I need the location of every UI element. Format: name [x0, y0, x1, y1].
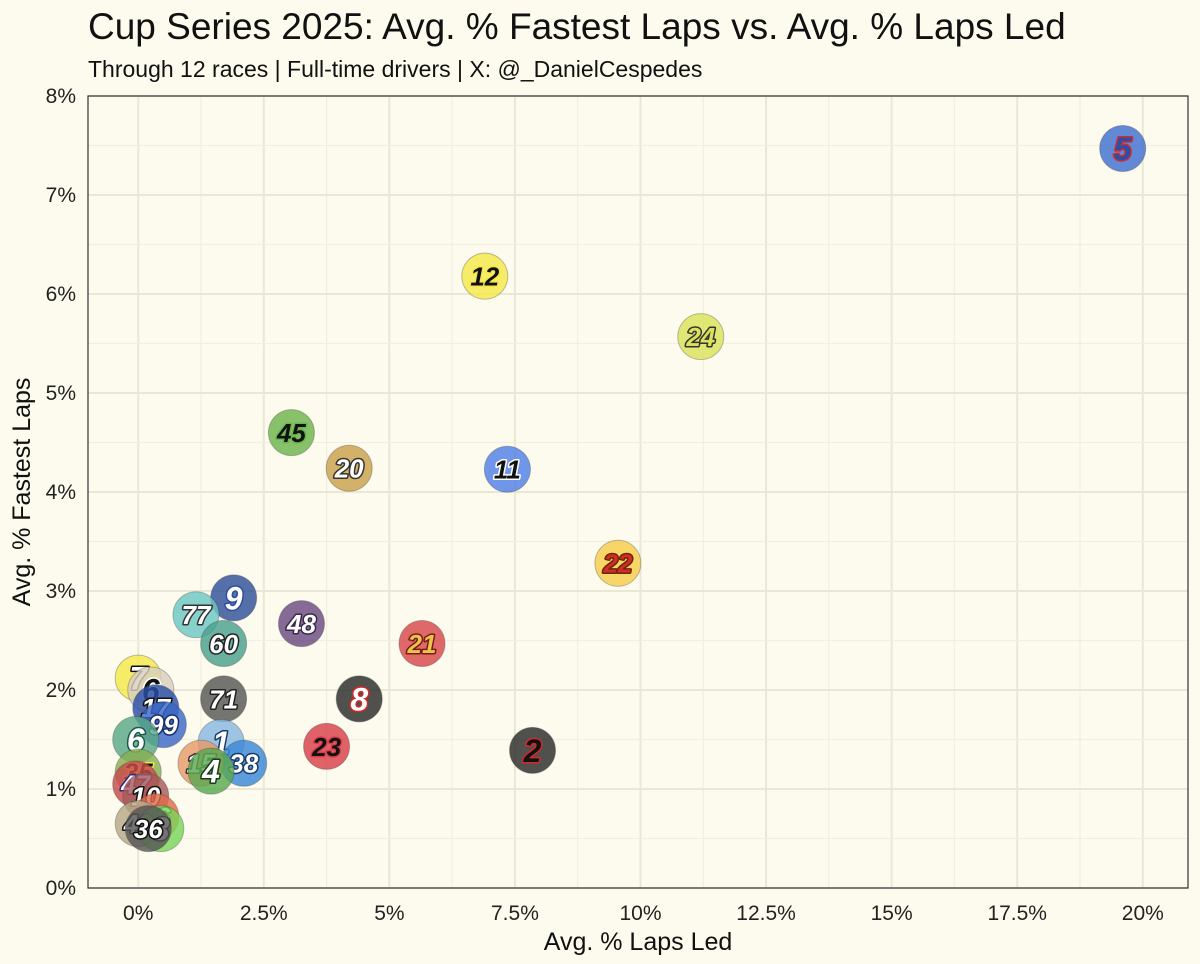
y-tick-label: 2% [46, 679, 76, 702]
data-point-2: 2 [509, 726, 557, 774]
data-point-12: 12 [461, 252, 509, 300]
y-tick-label: 4% [46, 481, 76, 504]
x-tick-label: 0% [123, 902, 153, 925]
point-marker [187, 747, 235, 795]
point-marker [172, 591, 220, 639]
point-marker [124, 805, 172, 853]
point-label: 8 [350, 681, 368, 717]
data-point-24: 24 [677, 313, 725, 361]
point-label: 77 [182, 600, 212, 630]
x-tick-label: 7.5% [491, 902, 539, 925]
chart-title: Cup Series 2025: Avg. % Fastest Laps vs.… [88, 6, 1066, 47]
point-label: 24 [685, 322, 715, 352]
data-point-23: 23 [303, 722, 351, 770]
x-tick-label: 10% [619, 902, 661, 925]
y-tick-label: 8% [46, 85, 76, 108]
data-point-8: 8 [335, 675, 383, 723]
point-label: 4 [201, 754, 220, 790]
point-marker [461, 252, 509, 300]
point-label: 23 [311, 732, 341, 762]
point-marker [483, 445, 531, 493]
x-tick-label: 15% [871, 902, 913, 925]
point-label: 22 [602, 549, 632, 579]
point-label: 11 [494, 455, 521, 485]
point-marker [277, 600, 325, 648]
data-point-5: 5 [1099, 124, 1147, 172]
y-tick-label: 6% [46, 283, 76, 306]
data-point-77: 77 [172, 591, 220, 639]
x-axis-title: Avg. % Laps Led [544, 928, 733, 956]
data-point-45: 45 [267, 409, 315, 457]
x-tick-label: 5% [374, 902, 404, 925]
y-tick-label: 0% [46, 877, 76, 900]
point-marker [267, 409, 315, 457]
point-marker [509, 726, 557, 774]
grid-lines [88, 95, 1188, 889]
data-point-20: 20 [325, 444, 373, 492]
chart-subtitle: Through 12 races | Full-time drivers | X… [88, 56, 703, 82]
point-label: 2 [523, 733, 542, 769]
point-marker [677, 313, 725, 361]
point-label: 71 [209, 684, 238, 714]
point-label: 21 [407, 629, 437, 659]
point-label: 36 [134, 814, 163, 844]
point-label: 12 [470, 262, 499, 292]
point-marker [1099, 124, 1147, 172]
point-marker [398, 619, 446, 667]
data-point-36: 36 [124, 805, 172, 853]
point-label: 48 [286, 609, 316, 639]
y-tick-label: 5% [46, 382, 76, 405]
point-marker [303, 722, 351, 770]
x-tick-label: 17.5% [987, 902, 1047, 925]
x-tick-label: 2.5% [240, 902, 288, 925]
x-tick-label: 12.5% [736, 902, 796, 925]
point-marker [594, 539, 642, 587]
point-marker [325, 444, 373, 492]
y-axis-title: Avg. % Fastest Laps [8, 378, 36, 607]
x-tick-label: 20% [1122, 902, 1164, 925]
axis-ticks: 0% 2.5% 5% 7.5% 10% 12.5% 15% 17.5% 20% 0% 1% 2% 3% 4… [46, 85, 1164, 925]
data-point-11: 11 [483, 445, 531, 493]
point-marker [200, 619, 248, 667]
data-point-71: 71 [200, 675, 248, 723]
point-marker [335, 675, 383, 723]
data-points: 5122445201122977486021767181799612323815… [112, 124, 1147, 853]
point-label: 60 [209, 629, 238, 659]
data-point-9: 9 [210, 574, 258, 622]
point-label: 20 [334, 454, 364, 484]
y-tick-label: 7% [46, 184, 76, 207]
data-point-48: 48 [277, 600, 325, 648]
data-point-60: 60 [200, 619, 248, 667]
point-label: 45 [276, 418, 306, 448]
y-tick-label: 3% [46, 580, 76, 603]
data-point-4: 4 [187, 747, 235, 795]
data-point-22: 22 [594, 539, 642, 587]
y-tick-label: 1% [46, 778, 76, 801]
plot-frame [87, 95, 1189, 889]
point-label: 9 [225, 580, 243, 616]
data-point-21: 21 [398, 619, 446, 667]
point-label: 5 [1114, 131, 1133, 167]
